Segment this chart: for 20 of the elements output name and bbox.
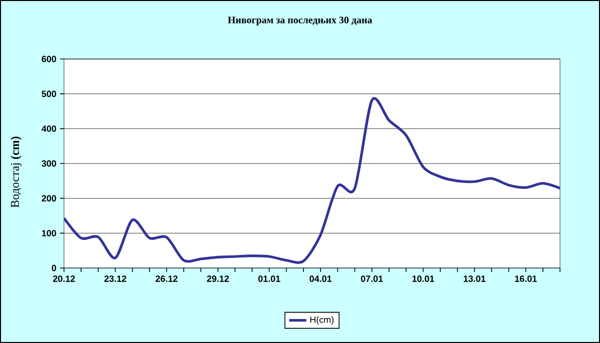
x-tick-label: 29.12 [206, 276, 229, 282]
x-tick-label: 20.12 [53, 276, 75, 282]
x-tick-label: 13.01 [464, 276, 486, 282]
y-axis-title: Водостај (cm) [10, 136, 22, 208]
x-tick-label: 23.12 [104, 276, 126, 282]
legend-label: H(cm) [310, 316, 334, 325]
y-tick-label: 100 [42, 230, 56, 236]
x-tick-label: 26.12 [156, 276, 178, 282]
y-tick-label: 300 [42, 160, 56, 167]
chart-title: Нивограм за последњих 30 дана [228, 16, 372, 26]
x-tick-label: 01.01 [258, 276, 280, 282]
x-tick-label: 10.01 [412, 276, 434, 282]
x-tick-label: 04.01 [310, 276, 332, 282]
y-tick-label: 600 [42, 56, 56, 62]
y-tick-label: 200 [42, 195, 56, 202]
y-tick-label: 400 [42, 125, 56, 132]
x-tick-label: 07.01 [360, 276, 383, 282]
y-tick-label: 500 [42, 90, 56, 98]
y-tick-label: 0 [52, 264, 56, 272]
x-tick-label: 16.01 [515, 276, 537, 282]
